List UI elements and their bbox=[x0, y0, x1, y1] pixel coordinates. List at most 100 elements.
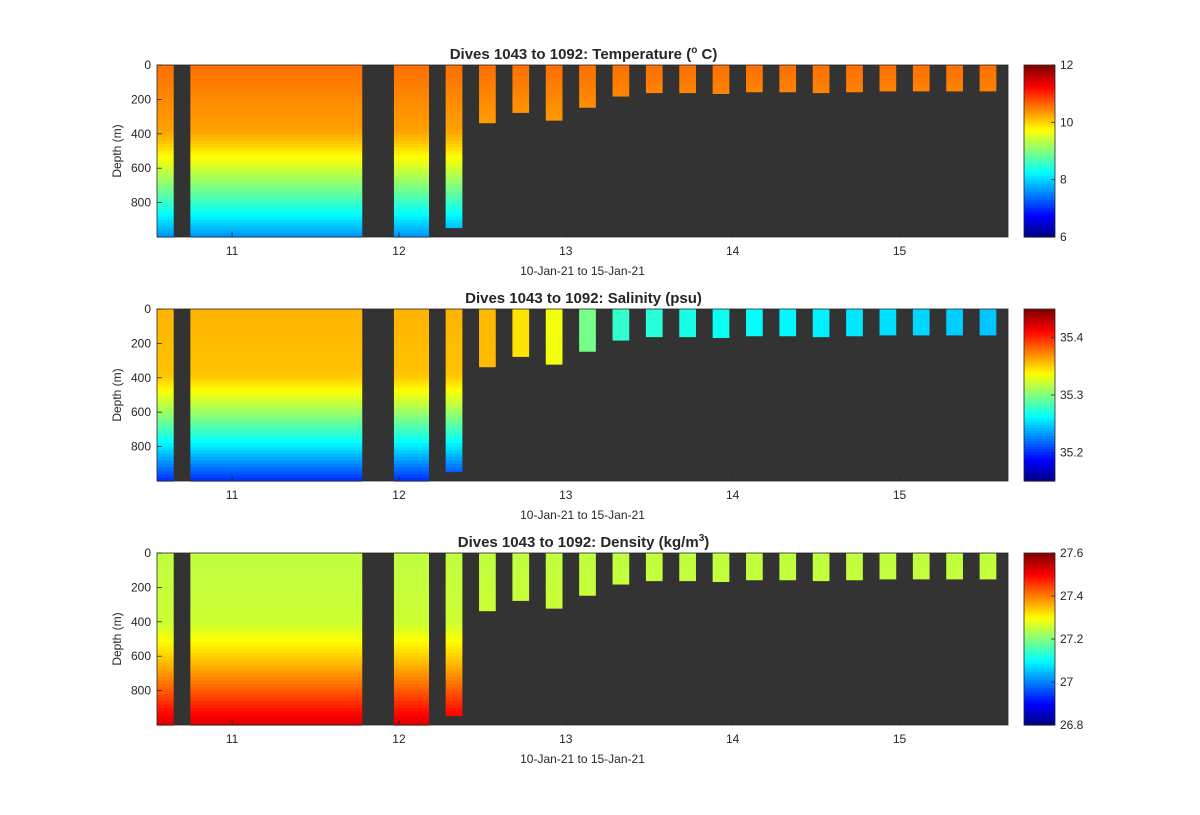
profile-cell bbox=[190, 659, 363, 664]
colorbar-swatch bbox=[1024, 381, 1055, 385]
profile-cell bbox=[393, 343, 429, 348]
profile-cell bbox=[946, 570, 963, 575]
profile-cell bbox=[157, 126, 174, 131]
colorbar-swatch bbox=[1024, 126, 1055, 131]
colorbar-swatch bbox=[1024, 652, 1055, 656]
profile-cell bbox=[393, 89, 429, 94]
profile-cell bbox=[712, 580, 730, 582]
profile-cell bbox=[645, 309, 663, 314]
profile-column bbox=[612, 553, 630, 585]
profile-cell bbox=[190, 333, 363, 338]
profile-cell bbox=[946, 82, 963, 87]
profile-cell bbox=[679, 329, 696, 334]
colorbar-swatch bbox=[1024, 370, 1055, 375]
profile-cell bbox=[712, 556, 730, 561]
profile-cell bbox=[393, 178, 429, 183]
profile-cell bbox=[157, 570, 174, 575]
profile-cell bbox=[879, 82, 897, 87]
profile-cell bbox=[190, 99, 363, 104]
x-tick-label: 11 bbox=[226, 244, 239, 258]
colorbar-swatch bbox=[1024, 419, 1055, 423]
profile-cell bbox=[445, 357, 463, 362]
profile-cell bbox=[445, 106, 463, 111]
profile-cell bbox=[393, 656, 429, 661]
profile-cell bbox=[190, 700, 363, 705]
profile-cell bbox=[879, 71, 897, 76]
profile-cell bbox=[946, 309, 963, 314]
colorbar-swatch bbox=[1024, 373, 1055, 377]
profile-cell bbox=[579, 566, 596, 571]
profile-cell bbox=[190, 367, 363, 372]
profile-cell bbox=[190, 120, 363, 125]
profile-cell bbox=[746, 315, 763, 320]
profile-cell bbox=[645, 553, 663, 558]
colorbar-swatch bbox=[1024, 427, 1055, 431]
profile-cell bbox=[157, 381, 174, 386]
profile-cell bbox=[912, 577, 930, 580]
profile-cell bbox=[190, 123, 363, 128]
colorbar-swatch bbox=[1024, 553, 1055, 557]
profile-cell bbox=[445, 71, 463, 76]
profile-cell bbox=[445, 467, 463, 472]
profile-cell bbox=[393, 676, 429, 681]
profile-cell bbox=[157, 470, 174, 475]
profile-cell bbox=[157, 157, 174, 162]
colorbar-swatch bbox=[1024, 212, 1055, 217]
profile-cell bbox=[393, 429, 429, 434]
colorbar-swatch bbox=[1024, 630, 1055, 635]
profile-cell bbox=[479, 594, 496, 599]
profile-cell bbox=[393, 573, 429, 578]
profile-cell bbox=[190, 147, 363, 152]
colorbar-swatch bbox=[1024, 690, 1055, 694]
profile-cell bbox=[479, 583, 496, 588]
profile-cell bbox=[157, 116, 174, 121]
profile-cell bbox=[679, 553, 696, 558]
profile-cell bbox=[445, 336, 463, 341]
profile-cell bbox=[157, 144, 174, 149]
profile-cell bbox=[190, 604, 363, 609]
colorbar-swatch bbox=[1024, 582, 1055, 586]
profile-cell bbox=[445, 116, 463, 121]
profile-cell bbox=[946, 319, 963, 324]
profile-cell bbox=[190, 398, 363, 403]
profile-cell bbox=[879, 573, 897, 578]
profile-column bbox=[779, 309, 797, 337]
profile-cell bbox=[912, 329, 930, 334]
profile-cell bbox=[579, 570, 596, 575]
profile-cell bbox=[479, 357, 496, 362]
colorbar-swatch bbox=[1024, 386, 1055, 391]
colorbar-swatch bbox=[1024, 314, 1055, 318]
profile-column bbox=[812, 309, 830, 338]
profile-column bbox=[679, 553, 696, 582]
profile-cell bbox=[445, 463, 463, 468]
profile-cell bbox=[445, 78, 463, 83]
profile-cell bbox=[190, 357, 363, 362]
profile-cell bbox=[445, 573, 463, 578]
profile-cell bbox=[612, 85, 630, 90]
profile-cell bbox=[190, 140, 363, 145]
profile-cell bbox=[479, 329, 496, 334]
profile-cell bbox=[157, 714, 174, 719]
profile-cell bbox=[946, 71, 963, 76]
profile-cell bbox=[393, 601, 429, 606]
profile-cell bbox=[779, 312, 797, 317]
colorbar-swatch bbox=[1024, 67, 1055, 71]
profile-cell bbox=[393, 336, 429, 341]
profile-cell bbox=[190, 339, 363, 344]
profile-cell bbox=[479, 120, 496, 124]
profile-cell bbox=[157, 628, 174, 633]
colorbar-swatch bbox=[1024, 706, 1055, 710]
profile-cell bbox=[479, 559, 496, 564]
profile-cell bbox=[512, 71, 530, 76]
profile-cell bbox=[157, 553, 174, 558]
colorbar-swatch bbox=[1024, 590, 1055, 594]
colorbar-swatch bbox=[1024, 641, 1055, 645]
profile-cell bbox=[393, 583, 429, 588]
profile-cell bbox=[445, 216, 463, 221]
profile-cell bbox=[545, 553, 563, 558]
colorbar-swatch bbox=[1024, 435, 1055, 439]
profile-cell bbox=[445, 656, 463, 661]
profile-cell bbox=[579, 559, 596, 564]
colorbar-swatch bbox=[1024, 110, 1055, 114]
profile-cell bbox=[979, 573, 997, 578]
